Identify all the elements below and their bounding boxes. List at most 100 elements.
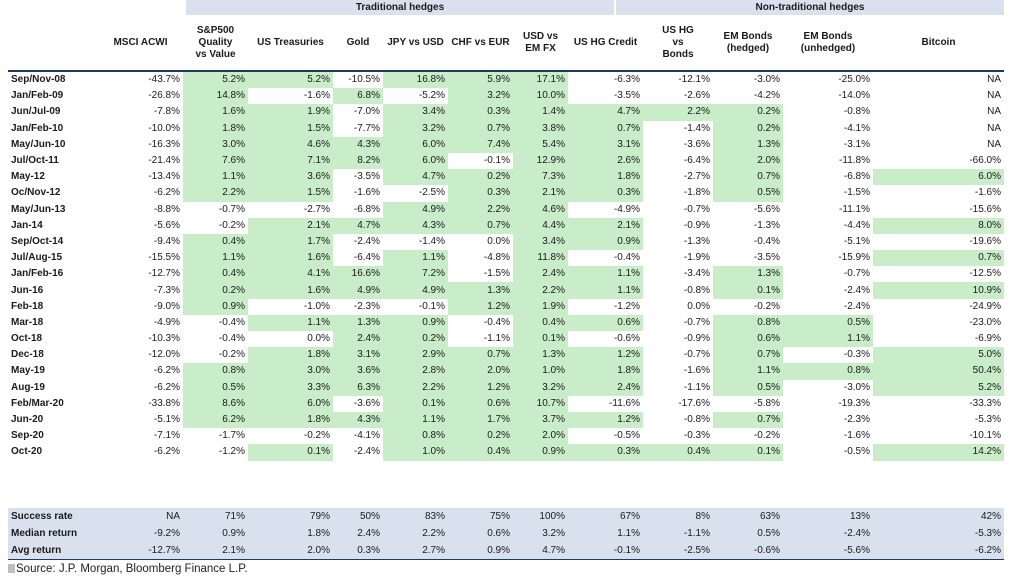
table-row: Jun-20 -5.1% 6.2% 1.8% 4.3% 1.1% 1.7% 3.7% 1.2% -… bbox=[8, 411, 1004, 429]
row-label: Oct-18 bbox=[11, 333, 43, 345]
table-cell: 0.1% bbox=[713, 444, 783, 461]
table-cell: 0.7% bbox=[713, 169, 783, 186]
row-label: Mar-18 bbox=[11, 316, 44, 328]
table-cell: 1.0% bbox=[513, 363, 568, 380]
table-cell: -0.2% bbox=[303, 430, 330, 442]
table-cell: 1.6% bbox=[248, 282, 333, 299]
table-cell: 3.6% bbox=[248, 169, 333, 186]
table-cell: -2.3% bbox=[353, 300, 380, 312]
table-cell: 14.2% bbox=[873, 444, 1004, 461]
row-label: Aug-19 bbox=[11, 381, 45, 393]
table-cell: -2.4% bbox=[353, 446, 380, 458]
table-cell: -10.5% bbox=[333, 69, 383, 89]
table-row: Feb-18 -9.0% 0.9% -1.0% -2.3% -0.1% 1.2% 1.9% -1… bbox=[8, 298, 1004, 315]
table-cell: -3.0% bbox=[843, 381, 870, 393]
table-cell: -0.7% bbox=[683, 316, 710, 328]
table-cell: 5.4% bbox=[513, 136, 568, 153]
table-cell: 0.5% bbox=[783, 314, 873, 331]
table-cell: -0.3% bbox=[843, 349, 870, 361]
table-cell: 6.2% bbox=[183, 411, 248, 429]
table-cell: -15.9% bbox=[838, 252, 870, 264]
table-cell: 0.9% bbox=[513, 444, 568, 461]
summary-cell: 3.2% bbox=[513, 525, 568, 542]
table-cell: -11.6% bbox=[609, 397, 640, 409]
table-cell: -5.2% bbox=[418, 90, 445, 102]
table-row: May-12 -13.4% 1.1% 3.6% -3.5% 4.7% 0.2% 7.3% 1.8… bbox=[8, 169, 1004, 186]
table-cell: 4.3% bbox=[333, 136, 383, 153]
table-cell: 4.7% bbox=[383, 169, 448, 186]
table-cell: 0.9% bbox=[183, 298, 248, 315]
table-cell: 0.4% bbox=[448, 444, 513, 461]
table-cell: -1.6% bbox=[683, 365, 710, 377]
table-cell: -4.8% bbox=[483, 252, 510, 264]
summary-cell: -0.6% bbox=[713, 542, 783, 560]
table-cell: -12.1% bbox=[643, 69, 713, 89]
table-cell: 5.2% bbox=[248, 69, 333, 89]
table-cell: -0.7% bbox=[683, 203, 710, 215]
table-cell: -1.2% bbox=[218, 446, 245, 458]
column-header-12: Bitcoin bbox=[873, 17, 1004, 69]
table-cell: 1.2% bbox=[568, 347, 643, 364]
table-cell: NA bbox=[873, 69, 1004, 89]
table-cell: 0.1% bbox=[513, 331, 568, 348]
table-cell: 4.1% bbox=[248, 266, 333, 283]
column-header-0 bbox=[8, 17, 98, 69]
table-cell: 6.8% bbox=[333, 88, 383, 105]
table-cell: -5.6% bbox=[753, 203, 780, 215]
table-cell: -23.0% bbox=[969, 316, 1001, 328]
table-cell: 6.0% bbox=[873, 169, 1004, 186]
table-cell: 0.4% bbox=[183, 233, 248, 251]
table-cell: 5.2% bbox=[183, 69, 248, 89]
table-cell: 1.3% bbox=[448, 282, 513, 299]
table-cell: -3.6% bbox=[353, 397, 380, 409]
table-row: Jul/Aug-15 -15.5% 1.1% 1.6% -6.4% 1.1% -4.8% 11… bbox=[8, 250, 1004, 267]
table-cell: -4.4% bbox=[843, 219, 870, 231]
table-row: Oct-20 -6.2% -1.2% 0.1% -2.4% 1.0% 0.4% 0.9% 0.3… bbox=[8, 444, 1004, 461]
table-row: Jul/Oct-11 -21.4% 7.6% 7.1% 8.2% 6.0% -0.1% 12.… bbox=[8, 152, 1004, 170]
column-header-text: EM Bonds (hedged) bbox=[723, 31, 773, 54]
table-cell: 7.2% bbox=[383, 266, 448, 283]
table-cell: 4.9% bbox=[383, 282, 448, 299]
table-cell: -33.8% bbox=[148, 397, 180, 409]
table-cell: 2.2% bbox=[183, 185, 248, 202]
table-cell: -1.5% bbox=[843, 187, 870, 199]
table-cell: -1.3% bbox=[683, 235, 710, 247]
table-cell: 0.8% bbox=[713, 314, 783, 331]
row-label: May-19 bbox=[11, 365, 45, 377]
table-cell: 0.4% bbox=[643, 444, 713, 461]
table-cell: 14.8% bbox=[183, 88, 248, 105]
table-cell: 0.3% bbox=[568, 185, 643, 202]
table-cell: -6.3% bbox=[568, 69, 643, 89]
table-cell: 0.5% bbox=[713, 379, 783, 396]
table-cell: 1.6% bbox=[248, 250, 333, 267]
table-cell: 1.2% bbox=[448, 379, 513, 396]
table-row: Oct-18 -10.3% -0.4% 0.0% 2.4% 0.2% -1.1% 0.1% -0… bbox=[8, 331, 1004, 348]
table-cell: -3.5% bbox=[753, 252, 780, 264]
row-label: Jul/Aug-15 bbox=[11, 252, 63, 264]
table-cell: -5.8% bbox=[753, 397, 780, 409]
row-label: Jan-14 bbox=[11, 219, 43, 231]
table-cell: 1.3% bbox=[713, 266, 783, 283]
summary-cell: -2.4% bbox=[783, 525, 873, 542]
row-label: Oct-20 bbox=[11, 446, 43, 458]
table-cell: -0.2% bbox=[753, 430, 780, 442]
table-cell: -0.1% bbox=[418, 300, 445, 312]
table-cell: 1.4% bbox=[513, 104, 568, 121]
table-cell: 0.7% bbox=[448, 217, 513, 234]
table-row: Dec-18 -12.0% -0.2% 1.8% 3.1% 2.9% 0.7% 1.3% 1.2… bbox=[8, 347, 1004, 364]
table-cell: 1.5% bbox=[248, 120, 333, 137]
table-cell: -24.9% bbox=[969, 300, 1001, 312]
table-row: May/Jun-10 -16.3% 3.0% 4.6% 4.3% 6.0% 7.4% 5.4%… bbox=[8, 136, 1004, 153]
summary-label: Success rate bbox=[8, 508, 98, 525]
table-cell: -4.1% bbox=[843, 122, 870, 134]
table-cell: 7.1% bbox=[248, 152, 333, 170]
table-row: Aug-19 -6.2% 0.5% 3.3% 6.3% 2.2% 1.2% 3.2% 2.4% -… bbox=[8, 379, 1004, 396]
summary-row: Median return -9.2% 0.9% 1.8% 2.4% 2.2% 0.6% 3.… bbox=[8, 525, 1004, 542]
summary-cell: 0.6% bbox=[448, 525, 513, 542]
row-label: May-12 bbox=[11, 171, 45, 183]
row-label: Sep/Nov-08 bbox=[8, 69, 98, 89]
table-cell: -0.4% bbox=[753, 235, 780, 247]
table-cell: 0.6% bbox=[568, 314, 643, 331]
table-cell: 2.8% bbox=[383, 363, 448, 380]
table-cell: 11.8% bbox=[513, 250, 568, 267]
